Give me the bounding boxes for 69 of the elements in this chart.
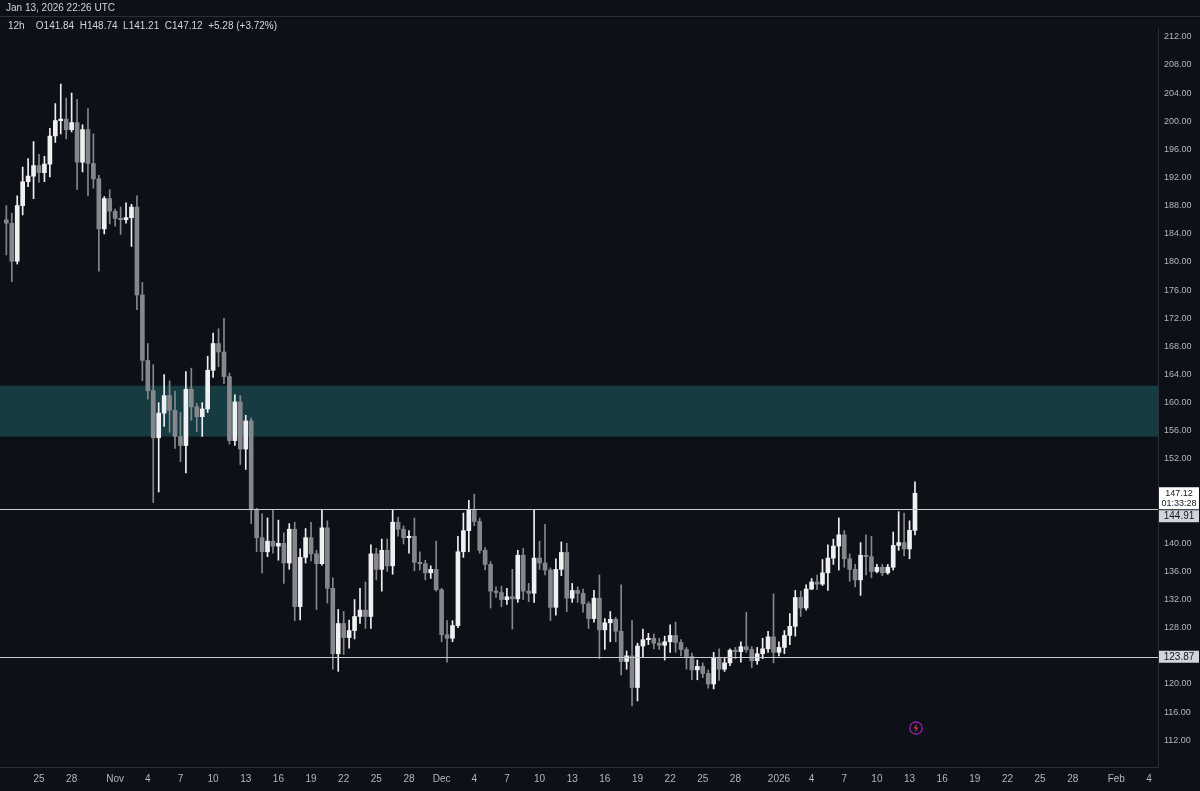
x-tick-label: 13 (240, 772, 252, 784)
y-tick-label: 176.00 (1164, 284, 1192, 295)
x-tick-label: Nov (106, 772, 125, 784)
x-tick-label: 7 (504, 772, 511, 784)
y-tick-label: 172.00 (1164, 312, 1192, 323)
chart-subtitle: Jan 13, 2026 22:26 UTC (6, 2, 115, 13)
x-tick-label: 13 (566, 772, 579, 784)
ref-line-label: 144.91 (1163, 509, 1195, 521)
y-tick-label: 212.00 (1164, 31, 1192, 42)
candlestick (526, 583, 531, 603)
text: 147.12 (1165, 487, 1193, 498)
y-tick-label: 116.00 (1164, 706, 1191, 717)
x-tick-label: 2026 (767, 772, 791, 784)
x-tick-label: 28 (403, 772, 415, 784)
y-tick-label: 192.00 (1164, 172, 1192, 183)
x-tick-label: Feb (1107, 772, 1126, 784)
x-tick-label: 25 (697, 772, 709, 784)
y-tick-label: 164.00 (1164, 368, 1192, 379)
y-tick-label: 208.00 (1164, 59, 1192, 70)
x-tick-label: 7 (841, 772, 848, 784)
chart-title: 12h O141.84 H148.74 L141.21 C147.12 +5.28 (+3.72%) (8, 20, 278, 31)
x-tick-label: 19 (305, 772, 318, 784)
x-tick-label: 22 (664, 772, 677, 784)
x-tick-label: 22 (1001, 772, 1014, 784)
x-tick-label: 28 (1067, 772, 1079, 784)
y-tick-label: 140.00 (1164, 537, 1192, 548)
y-tick-label: 188.00 (1164, 200, 1192, 211)
x-tick-label: 13 (903, 772, 916, 784)
x-tick-label: 16 (936, 772, 949, 784)
x-tick-label: 4 (471, 772, 478, 784)
y-tick-label: 184.00 (1164, 228, 1192, 239)
x-tick-label: 28 (729, 772, 742, 784)
ref-line-label: 123.87 (1163, 650, 1195, 662)
x-tick-label: 4 (1146, 772, 1153, 784)
y-tick-label: 168.00 (1164, 340, 1192, 351)
candlestick (428, 565, 434, 579)
x-tick-label: 28 (66, 772, 78, 784)
x-tick-label: 10 (207, 772, 220, 784)
text: 01:33:28 (1161, 497, 1197, 508)
x-tick-label: 7 (177, 772, 184, 784)
x-tick-label: 16 (272, 772, 285, 784)
candlestick (607, 611, 613, 643)
y-tick-label: 200.00 (1164, 115, 1192, 126)
y-tick-label: 156.00 (1164, 425, 1192, 436)
x-tick-label: 10 (871, 772, 883, 784)
x-tick-label: 22 (338, 772, 350, 784)
candlestick (836, 517, 842, 571)
y-tick-label: 196.00 (1164, 143, 1192, 154)
x-tick-label: 16 (599, 772, 611, 784)
x-tick-label: 19 (631, 772, 644, 784)
x-tick-label: 25 (1034, 772, 1047, 784)
x-tick-label: 19 (969, 772, 981, 784)
x-tick-label: 25 (33, 772, 45, 784)
y-tick-label: 204.00 (1164, 87, 1192, 98)
y-tick-label: 132.00 (1164, 594, 1192, 605)
x-tick-label: 4 (145, 772, 152, 784)
y-tick-label: 160.00 (1164, 397, 1192, 408)
y-tick-label: 152.00 (1164, 453, 1192, 464)
x-tick-label: 4 (808, 772, 815, 784)
y-tick-label: 112.00 (1164, 734, 1191, 745)
y-tick-label: 180.00 (1164, 256, 1192, 267)
candlestick (504, 588, 510, 605)
x-tick-label: Dec (432, 772, 451, 784)
y-tick-label: 120.00 (1164, 678, 1192, 689)
y-tick-label: 128.00 (1164, 622, 1192, 633)
x-tick-label: 10 (533, 772, 546, 784)
x-tick-label: 25 (370, 772, 383, 784)
y-tick-label: 136.00 (1164, 565, 1192, 576)
candlestick (199, 402, 205, 437)
